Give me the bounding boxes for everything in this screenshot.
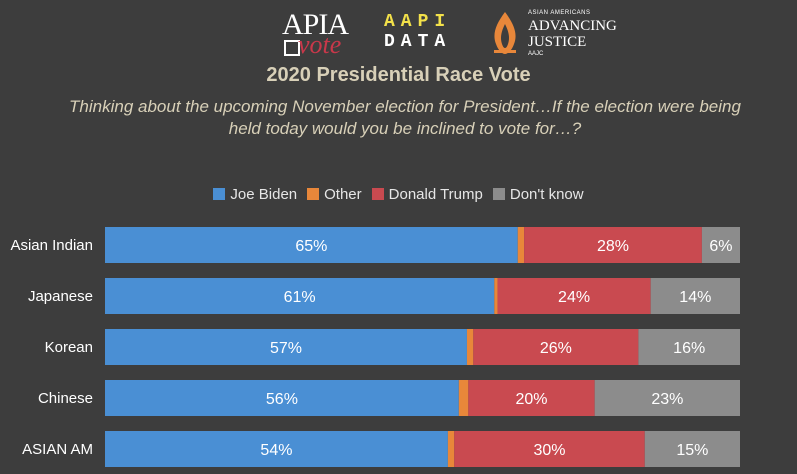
bar-segment-biden bbox=[105, 227, 518, 263]
apia-logo-sub: vote bbox=[298, 30, 342, 59]
data-label: 57% bbox=[270, 340, 302, 357]
bar-segment-other bbox=[458, 380, 469, 416]
data-label: 23% bbox=[651, 391, 683, 408]
bar-segment-dont-know bbox=[701, 227, 740, 263]
data-label: 54% bbox=[260, 442, 292, 459]
data-label: 61% bbox=[284, 289, 316, 306]
stacked-bar-chart: Asian Indian 65% 28% 6% Japanese 61% 24% 14% Kor… bbox=[10, 227, 740, 467]
row-label: Japanese bbox=[28, 288, 93, 305]
row-label: Asian Indian bbox=[10, 237, 93, 254]
bar-segment-trump bbox=[524, 227, 702, 263]
bar-segment-dont-know bbox=[644, 431, 740, 467]
bar-segment-dont-know bbox=[638, 329, 740, 365]
data-label: 30% bbox=[533, 442, 565, 459]
data-label: 24% bbox=[558, 289, 590, 306]
bar-segment-trump bbox=[454, 431, 645, 467]
legend-swatch-dont-know bbox=[492, 188, 505, 200]
data-label: 20% bbox=[515, 391, 547, 408]
data-label: 15% bbox=[676, 442, 708, 459]
bar-segment-dont-know bbox=[594, 380, 740, 416]
legend-label-trump: Donald Trump bbox=[388, 185, 483, 203]
apia-vote-logo: APIA vote bbox=[282, 8, 368, 59]
legend-item-biden: Joe Biden bbox=[213, 186, 297, 203]
aajc-logo-line2: ADVANCING bbox=[528, 18, 617, 34]
data-label: 65% bbox=[295, 238, 327, 255]
chart-legend: Joe Biden Other Donald Trump Don't know bbox=[0, 184, 797, 204]
aajc-logo: ASIAN AMERICANS ADVANCING JUSTICE AAJC bbox=[488, 8, 618, 60]
bar-segment-trump bbox=[497, 278, 651, 314]
bar-segment-other bbox=[494, 278, 498, 314]
bar-segment-biden bbox=[105, 329, 467, 365]
chart-title: 2020 Presidential Race Vote bbox=[266, 64, 531, 86]
legend-label-biden: Joe Biden bbox=[230, 185, 298, 203]
legend-swatch-biden bbox=[213, 188, 226, 200]
data-label: 14% bbox=[679, 289, 711, 306]
chart-subtitle: Thinking about the upcoming November ele… bbox=[69, 97, 741, 138]
data-label: 26% bbox=[540, 340, 572, 357]
legend-item-other: Other bbox=[307, 186, 362, 203]
data-label: 16% bbox=[673, 340, 705, 357]
data-label: 6% bbox=[709, 238, 732, 255]
legend-item-trump: Donald Trump bbox=[371, 185, 483, 203]
bar-segment-trump bbox=[473, 329, 639, 365]
apia-logo-word: APIA bbox=[282, 8, 349, 41]
bar-segment-other bbox=[466, 329, 474, 365]
bar-segment-biden bbox=[105, 278, 495, 314]
bar-segment-trump bbox=[468, 380, 595, 416]
logo-bar: APIA vote AAPI DATA ASIAN AMERICANS ADVA… bbox=[0, 6, 797, 60]
bar-segment-biden bbox=[105, 431, 448, 467]
aapi-data-logo: AAPI DATA bbox=[384, 12, 466, 56]
aajc-logo-line3: JUSTICE bbox=[528, 34, 587, 50]
legend-swatch-trump bbox=[371, 188, 384, 200]
row-label: Chinese bbox=[38, 390, 93, 407]
row-label: Korean bbox=[45, 339, 93, 356]
row-label: ASIAN AM bbox=[22, 441, 93, 458]
bar-segment-biden bbox=[105, 380, 459, 416]
aajc-logo-line1: ASIAN AMERICANS bbox=[528, 10, 591, 16]
bar-segment-dont-know bbox=[650, 278, 740, 314]
flame-icon bbox=[494, 12, 516, 54]
legend-swatch-other bbox=[307, 188, 320, 200]
legend-label-other: Other bbox=[324, 185, 362, 203]
bar-segment-other bbox=[447, 431, 455, 467]
aapi-logo-line2: DATA bbox=[384, 32, 452, 52]
legend-item-dont-know: Don't know bbox=[492, 185, 584, 203]
checkbox-icon bbox=[284, 40, 300, 56]
data-label: 56% bbox=[266, 391, 298, 408]
aapi-logo-line1: AAPI bbox=[384, 12, 452, 32]
bar-segment-other bbox=[517, 227, 525, 263]
legend-label-dont-know: Don't know bbox=[509, 185, 584, 203]
data-label: 28% bbox=[597, 238, 629, 255]
aajc-logo-line4: AAJC bbox=[528, 51, 544, 57]
